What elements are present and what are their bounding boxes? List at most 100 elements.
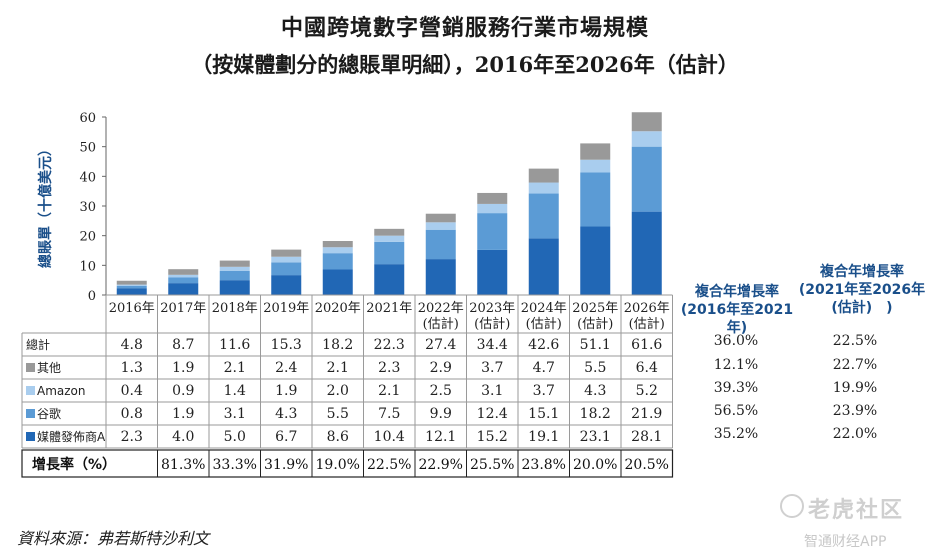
data-cell: 7.5: [378, 406, 400, 422]
data-cell: 6.7: [275, 429, 297, 445]
y-tick-label: 50: [79, 141, 96, 156]
bar-segment: [116, 285, 147, 289]
data-cell: 5.2: [636, 383, 658, 399]
data-cell: 21.9: [631, 406, 662, 422]
watermark-brand: 老虎社区: [808, 498, 905, 523]
y-tick-label: 10: [79, 259, 96, 274]
cagr-header-2-line3: (估計) ): [831, 300, 893, 316]
growth-cell: 20.5%: [625, 457, 669, 473]
x-tick-label: 2016年: [109, 301, 155, 316]
growth-cell: 23.8%: [522, 457, 566, 473]
bar-segment: [219, 280, 250, 295]
bar-segment: [322, 253, 353, 270]
data-cell: 18.2: [322, 337, 353, 353]
data-cell: 3.1: [224, 406, 246, 422]
data-cell: 1.9: [172, 406, 194, 422]
cagr-amazon-2021-2026: 19.9%: [832, 380, 878, 396]
tiger-logo-icon: [780, 494, 804, 518]
data-cell: 4.7: [533, 360, 555, 376]
bar-segment: [477, 203, 508, 214]
source-note: 資料來源：弗若斯特沙利文: [17, 529, 210, 548]
data-cell: 5.5: [584, 360, 606, 376]
x-tick-label: 2020年: [315, 301, 361, 316]
data-cell: 2.5: [430, 383, 452, 399]
x-tick-label: 2025年: [572, 301, 618, 316]
y-tick-label: 30: [79, 200, 96, 215]
data-cell: 4.3: [584, 383, 606, 399]
cagr-total-2021-2026: 22.5%: [832, 333, 878, 349]
data-cell: 12.1: [425, 429, 456, 445]
data-cell: 51.1: [580, 337, 611, 353]
growth-cell: 20.0%: [573, 457, 617, 473]
data-cell: 2.0: [327, 383, 349, 399]
bar-segment: [425, 213, 456, 223]
growth-cell: 22.5%: [367, 457, 411, 473]
totals-label: 總計: [26, 337, 50, 352]
cagr-total-2016-2021: 36.0%: [713, 333, 759, 349]
y-tick-label: 40: [79, 170, 96, 185]
bar-segment: [322, 269, 353, 295]
bar-segment: [219, 266, 250, 271]
cagr-media-a-2016-2021: 35.2%: [713, 426, 759, 442]
bar-segment: [374, 264, 405, 295]
bar-segment: [631, 146, 662, 212]
x-tick-sublabel: (估計): [629, 316, 665, 332]
cagr-google-2021-2026: 23.9%: [832, 403, 878, 419]
data-cell: 22.3: [374, 337, 405, 353]
data-cell: 2.3: [121, 429, 143, 445]
cagr-other-2021-2026: 22.7%: [832, 357, 878, 373]
data-cell: 15.2: [477, 429, 508, 445]
cagr-header-2016-2021: 複合年增長率 (2016年至2021年): [672, 283, 802, 337]
bar-segment: [528, 238, 559, 295]
bar-segment: [580, 226, 611, 295]
legend-swatch: [26, 409, 35, 418]
data-cell: 4.8: [121, 337, 143, 353]
bar-segment: [580, 143, 611, 160]
x-tick-sublabel: (估計): [577, 316, 613, 332]
cagr-header-2021-2026: 複合年增長率 (2021年至2026年 (估計) ): [797, 263, 927, 317]
data-cell: 12.4: [477, 406, 508, 422]
cagr-header-2-line2: (2021年至2026年: [798, 282, 926, 298]
data-cell: 0.9: [172, 383, 194, 399]
bar-segment: [477, 192, 508, 204]
data-cell: 42.6: [528, 337, 559, 353]
data-cell: 15.3: [271, 337, 302, 353]
data-cell: 1.9: [275, 383, 297, 399]
growth-cell: 33.3%: [213, 457, 257, 473]
bar-segment: [219, 270, 250, 281]
data-cell: 4.0: [172, 429, 194, 445]
bar-segment: [116, 284, 147, 286]
bar-segment: [425, 222, 456, 230]
data-cell: 9.9: [430, 406, 452, 422]
bar-segment: [528, 193, 559, 239]
bar-segment: [271, 275, 302, 295]
cagr-google-2016-2021: 56.5%: [713, 403, 759, 419]
data-cell: 0.4: [121, 383, 143, 399]
data-cell: 2.9: [430, 360, 452, 376]
bar-segment: [168, 283, 199, 295]
data-cell: 2.1: [327, 360, 349, 376]
growth-row-box: [21, 449, 674, 478]
bar-segment: [168, 277, 199, 284]
bar-segment: [168, 274, 199, 278]
bar-segment: [631, 131, 662, 147]
bar-segment: [374, 235, 405, 242]
bar-segment: [271, 256, 302, 263]
bar-segment: [168, 269, 199, 275]
bar-segment: [528, 182, 559, 194]
x-tick-label: 2023年: [469, 301, 515, 316]
x-tick-sublabel: (估計): [526, 316, 562, 332]
growth-label: 增長率（%）: [32, 456, 116, 473]
data-cell: 3.7: [481, 360, 503, 376]
x-tick-label: 2017年: [160, 301, 206, 316]
bar-segment: [425, 229, 456, 260]
data-cell: 3.1: [481, 383, 503, 399]
x-tick-sublabel: (估計): [423, 316, 459, 332]
bar-segment: [322, 247, 353, 254]
chart-title-line2: （按媒體劃分的總賬單明細），2016年至2026年（估計）: [191, 52, 739, 77]
growth-cell: 31.9%: [264, 457, 308, 473]
cagr-header-1-line1: 複合年增長率: [695, 284, 779, 300]
x-tick-label: 2022年: [418, 301, 464, 316]
y-tick-label: 20: [79, 230, 96, 245]
